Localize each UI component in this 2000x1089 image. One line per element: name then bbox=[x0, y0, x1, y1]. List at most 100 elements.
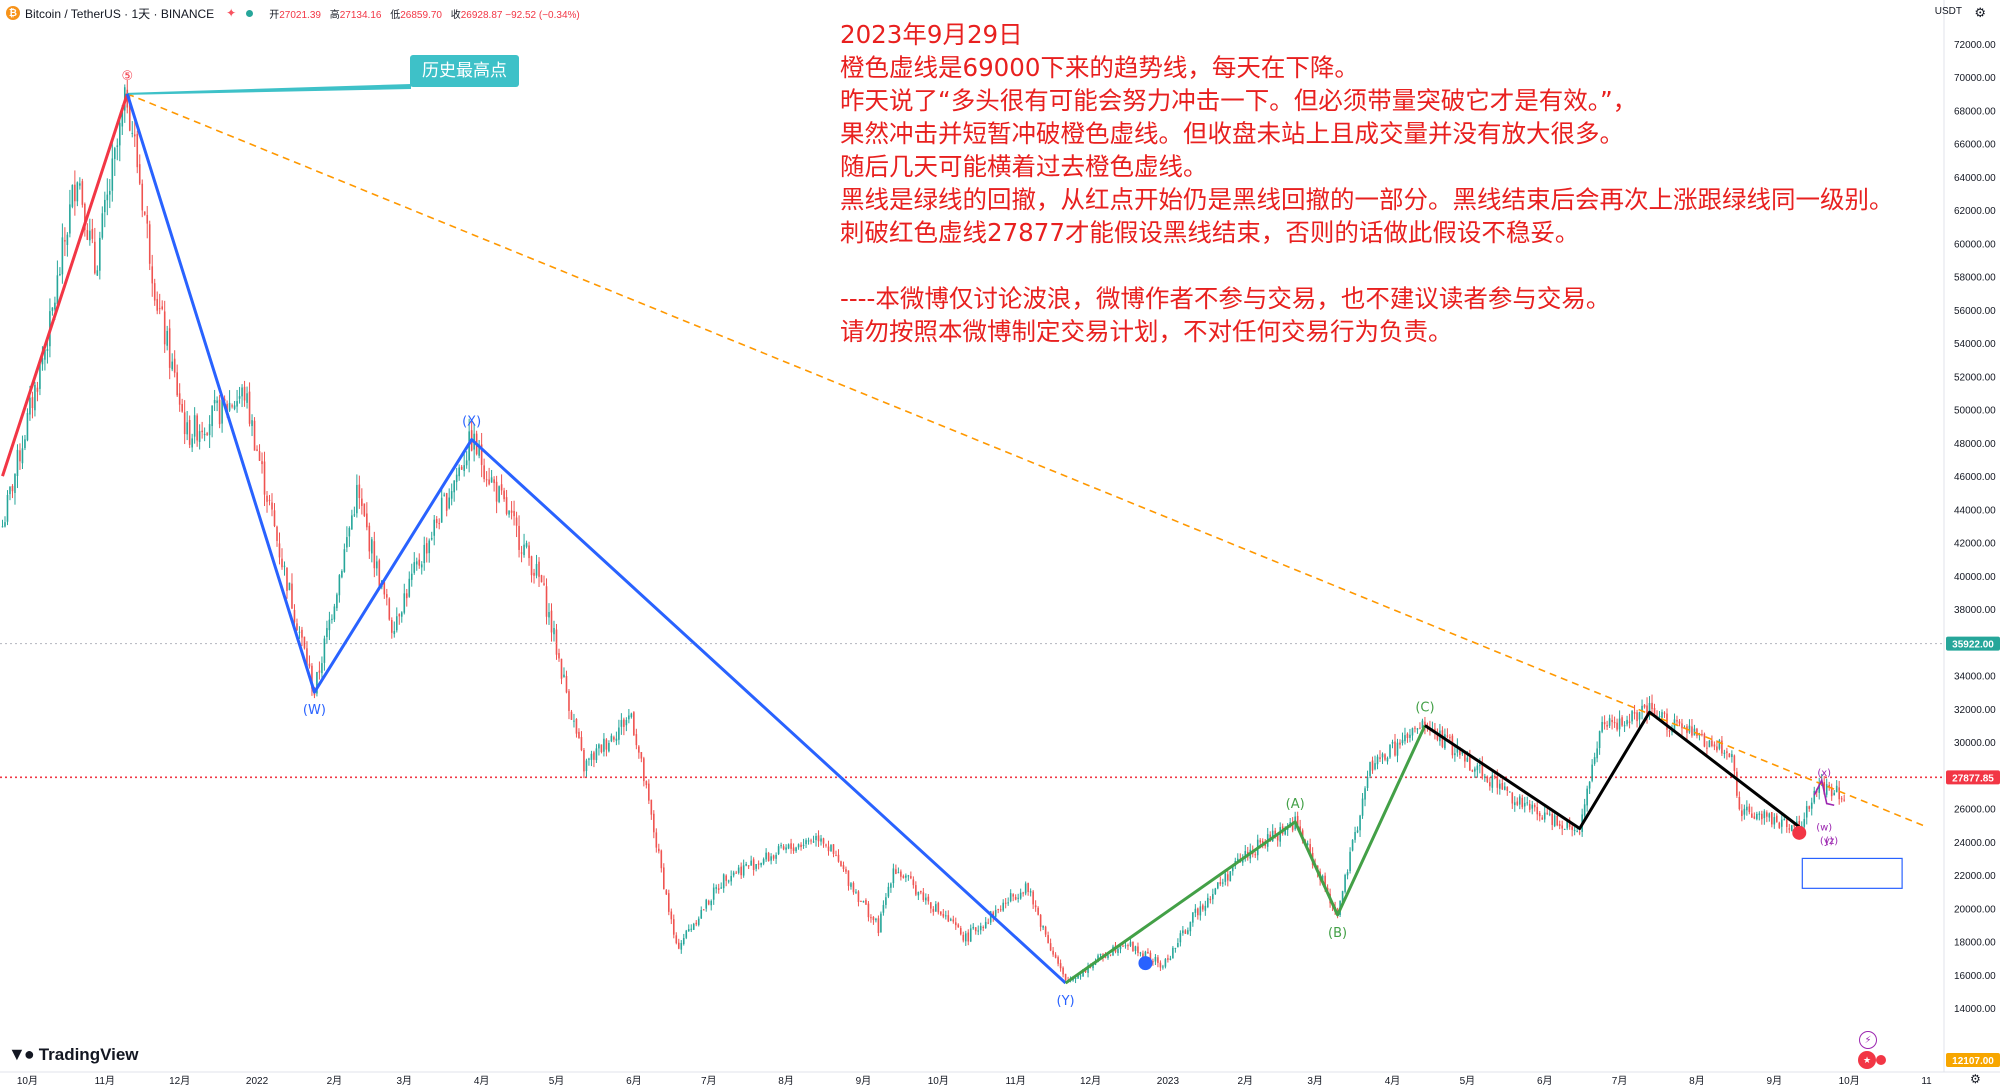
candle-body bbox=[548, 612, 550, 618]
alert-icon[interactable]: ✦ bbox=[226, 6, 237, 20]
candle-body bbox=[1785, 819, 1788, 827]
candle-body bbox=[1379, 757, 1381, 760]
candle-body bbox=[845, 869, 847, 872]
y-tick-label: 44000.00 bbox=[1954, 505, 1996, 516]
candle-body bbox=[243, 386, 246, 401]
symbol-label[interactable]: Bitcoin / TetherUS · 1天 · BINANCE bbox=[25, 6, 215, 21]
candle-body bbox=[1197, 908, 1199, 916]
candle-body bbox=[218, 399, 221, 425]
candle-body bbox=[326, 628, 328, 638]
settings-icon[interactable]: ⚙ bbox=[1974, 5, 1986, 20]
candle-body bbox=[540, 575, 543, 583]
candle-body bbox=[905, 875, 907, 878]
event-marker-icon[interactable] bbox=[1876, 1055, 1886, 1065]
us-flag-event-icon[interactable]: ★ bbox=[1858, 1051, 1876, 1069]
candle-body bbox=[515, 517, 518, 526]
x-tick-label: 2月 bbox=[1237, 1075, 1253, 1087]
candle-body bbox=[530, 556, 533, 576]
candle-body bbox=[1456, 746, 1459, 753]
flash-event-icon[interactable]: ⚡ bbox=[1859, 1031, 1877, 1049]
candle-body bbox=[143, 211, 146, 215]
candle-body bbox=[403, 593, 406, 613]
candle-body bbox=[1194, 908, 1197, 913]
candle-body bbox=[420, 564, 423, 568]
candle-body bbox=[388, 598, 391, 620]
candle-body bbox=[1154, 957, 1157, 962]
candle-body bbox=[887, 886, 890, 897]
wave-line-wave5 bbox=[1, 93, 129, 477]
candle-body bbox=[730, 875, 732, 882]
candle-body bbox=[1087, 965, 1089, 973]
candle-body bbox=[757, 863, 760, 865]
candle-body bbox=[1793, 823, 1796, 827]
level-price-tag bbox=[1946, 770, 2000, 785]
candle-body bbox=[702, 909, 705, 911]
candle-body bbox=[613, 737, 615, 740]
candle-body bbox=[822, 838, 825, 844]
candle-body bbox=[1521, 797, 1524, 808]
candle-body bbox=[710, 900, 713, 906]
candle-body bbox=[1553, 815, 1556, 827]
candle-body bbox=[368, 525, 371, 552]
candle-body bbox=[1768, 813, 1771, 818]
candle-body bbox=[9, 486, 11, 495]
candle-body bbox=[1676, 720, 1678, 722]
candle-body bbox=[1736, 771, 1738, 796]
x-tick-label: 4月 bbox=[1385, 1075, 1401, 1087]
candle-body bbox=[1032, 891, 1034, 905]
candle-body bbox=[595, 748, 598, 761]
candle-body bbox=[1813, 790, 1816, 803]
candle-body bbox=[1648, 703, 1651, 716]
candle-body bbox=[667, 893, 670, 912]
candle-body bbox=[1384, 754, 1386, 760]
candle-body bbox=[1189, 921, 1192, 932]
candle-body bbox=[413, 562, 416, 573]
candle-body bbox=[188, 420, 191, 445]
candle-body bbox=[1716, 746, 1718, 751]
candle-body bbox=[1593, 757, 1596, 764]
x-tick-label: 9月 bbox=[1767, 1075, 1783, 1087]
candle-body bbox=[1167, 958, 1169, 960]
y-tick-label: 70000.00 bbox=[1954, 73, 1996, 84]
candle-body bbox=[937, 902, 940, 913]
candle-body bbox=[697, 918, 700, 925]
x-tick-label: 7月 bbox=[1612, 1075, 1628, 1087]
tradingview-logo[interactable]: ▼● TradingView bbox=[8, 1044, 139, 1065]
candle-body bbox=[405, 593, 408, 599]
candle-body bbox=[997, 909, 1000, 911]
candle-body bbox=[1823, 782, 1826, 794]
candle-body bbox=[1346, 872, 1349, 876]
open-value: 27021.39 bbox=[279, 9, 321, 21]
candle-body bbox=[727, 880, 730, 882]
callout-connector bbox=[127, 83, 411, 95]
candle-body bbox=[1014, 896, 1017, 900]
candle-body bbox=[635, 734, 638, 746]
candle-body bbox=[550, 610, 553, 633]
axis-settings-icon[interactable]: ⚙ bbox=[1970, 1072, 1981, 1086]
candle-body bbox=[805, 840, 807, 845]
candle-body bbox=[835, 855, 837, 857]
candle-body bbox=[812, 841, 815, 843]
analysis-note-line: 果然冲击并短暂冲破橙色虚线。但收盘未站上且成交量并没有放大很多。 bbox=[840, 119, 1624, 148]
candle-body bbox=[1296, 815, 1299, 827]
candle-body bbox=[1157, 957, 1159, 963]
candle-body bbox=[253, 420, 256, 451]
x-tick-label: 2022 bbox=[246, 1076, 269, 1087]
candle-body bbox=[198, 431, 201, 442]
candle-body bbox=[373, 541, 376, 569]
candle-body bbox=[715, 887, 718, 889]
candle-body bbox=[104, 199, 106, 213]
candle-body bbox=[46, 349, 49, 351]
currency-label[interactable]: USDT bbox=[1934, 6, 1962, 17]
candle-body bbox=[1738, 796, 1741, 810]
wave-label: (z) bbox=[1825, 836, 1838, 847]
candle-body bbox=[588, 758, 590, 760]
candle-body bbox=[203, 433, 206, 436]
candle-body bbox=[989, 911, 992, 923]
candle-body bbox=[19, 450, 21, 462]
candle-body bbox=[398, 614, 401, 617]
candle-body bbox=[490, 477, 493, 483]
candle-body bbox=[1401, 739, 1404, 744]
candle-body bbox=[1808, 806, 1811, 809]
